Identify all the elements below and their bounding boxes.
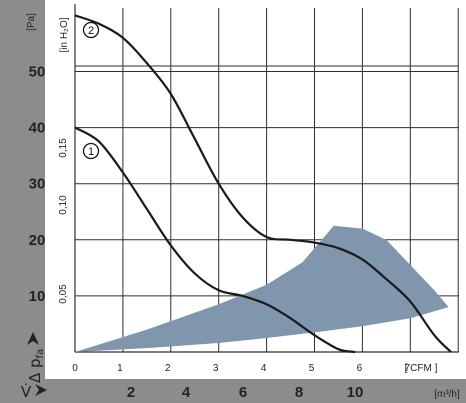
x2-tick-label: 10 [347,384,364,401]
y-tick-label: 40 [29,120,46,137]
x2-symbol: V̇ [21,382,32,401]
x-tick-label: 3 [213,363,219,374]
series-label-1: 1 [88,146,94,158]
y-tick-label: 50 [29,64,46,81]
y-unit-label: [Pa] [26,13,37,31]
y-tick-label: 30 [29,176,46,193]
y2-tick-label: 0,10 [58,195,69,215]
x2-unit-label: [m³/h] [434,389,460,400]
x-axis-band [0,379,466,403]
x-tick-label: 6 [357,363,363,374]
y2-tick-label: 0,05 [58,284,69,304]
series-marker-1 [82,142,100,160]
x2-tick-label: 4 [182,384,191,401]
operating-region [75,225,449,352]
series-label-2: 2 [88,25,94,37]
x-unit-label: [ CFM ] [405,363,438,374]
y-arrow-icon [27,332,39,345]
series-line-1 [74,126,356,354]
x-tick-label: 1 [117,363,123,374]
x2-tick-label: 6 [239,384,247,401]
y-tick-label: 10 [29,288,46,305]
x2-tick-label: 2 [127,384,135,401]
y-axis-label: Δ pfa [26,349,46,383]
series-line-2 [74,14,452,353]
y-axis-band [0,0,45,403]
series-marker-2 [82,21,100,39]
y2-tick-label: 0,15 [58,138,69,158]
y2-unit-label: [in H₂O] [59,17,70,52]
x-tick-label: 2 [165,363,171,374]
x-tick-label: 0 [72,363,78,374]
x-tick-label: 4 [261,363,267,374]
x2-arrow-icon [35,384,47,396]
x-tick-label: 5 [309,363,315,374]
x-tick-label: 7 [405,363,411,374]
x2-tick-label: 8 [295,384,303,401]
y-tick-label: 20 [29,232,46,249]
